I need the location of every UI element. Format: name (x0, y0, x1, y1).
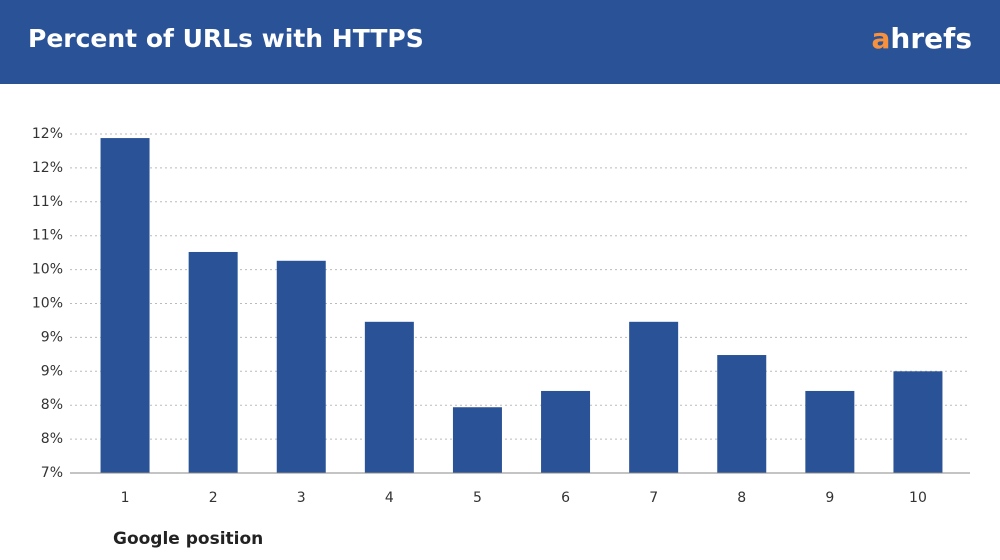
y-tick-label: 7% (41, 465, 63, 481)
bar (717, 355, 767, 473)
x-tick-label: 2 (209, 490, 218, 506)
y-tick-label: 10% (32, 296, 63, 312)
bar (629, 321, 679, 473)
x-tick-label: 6 (561, 490, 570, 506)
x-tick-label: 7 (649, 490, 658, 506)
y-tick-label: 12% (32, 126, 63, 142)
logo-rest: hrefs (890, 22, 972, 55)
y-tick-label: 11% (32, 194, 63, 210)
x-tick-label: 5 (473, 490, 482, 506)
y-tick-label: 11% (32, 228, 63, 244)
bar (364, 321, 414, 473)
x-axis-title: Google position (113, 529, 263, 549)
chart-title: Percent of URLs with HTTPS (28, 24, 424, 53)
x-tick-label: 4 (385, 490, 394, 506)
logo: ahrefs (872, 22, 973, 55)
bar (541, 390, 591, 473)
y-tick-label: 9% (41, 363, 63, 379)
bar (893, 371, 943, 473)
y-tick-label: 8% (41, 431, 63, 447)
x-tick-label: 3 (297, 490, 306, 506)
x-tick-label: 8 (737, 490, 746, 506)
x-tick-label: 10 (909, 490, 927, 506)
bar (100, 138, 150, 473)
y-tick-label: 12% (32, 160, 63, 176)
bar (805, 390, 855, 473)
y-tick-label: 8% (41, 397, 63, 413)
header-bar (0, 0, 1000, 84)
bar (276, 260, 326, 473)
bar (452, 407, 502, 473)
x-tick-label: 1 (121, 490, 130, 506)
bar (188, 251, 238, 473)
y-tick-label: 9% (41, 329, 63, 345)
logo-accent: a (872, 22, 891, 55)
y-tick-label: 10% (32, 262, 63, 278)
x-tick-label: 9 (825, 490, 834, 506)
